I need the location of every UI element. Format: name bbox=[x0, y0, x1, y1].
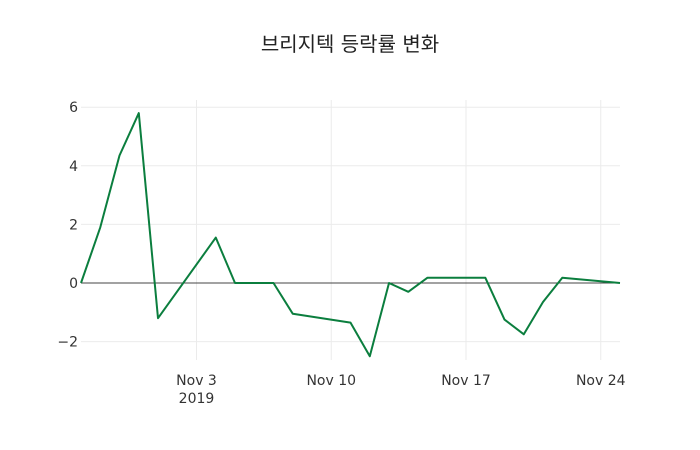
chart-title: 브리지텍 등락률 변화 bbox=[260, 32, 440, 56]
y-tick-label: 4 bbox=[69, 159, 78, 175]
series-line bbox=[80, 112, 621, 358]
y-tick-label: −2 bbox=[57, 335, 78, 351]
x-tick-year-label: 2019 bbox=[179, 391, 215, 407]
x-tick-label: Nov 10 bbox=[306, 373, 356, 389]
y-tick-label: 6 bbox=[69, 100, 78, 116]
y-tick-label: 0 bbox=[69, 276, 78, 292]
x-tick-label: Nov 24 bbox=[576, 373, 626, 389]
x-tick-label: Nov 17 bbox=[441, 373, 491, 389]
y-tick-label: 2 bbox=[69, 217, 78, 233]
x-tick-label: Nov 3 bbox=[176, 373, 217, 389]
